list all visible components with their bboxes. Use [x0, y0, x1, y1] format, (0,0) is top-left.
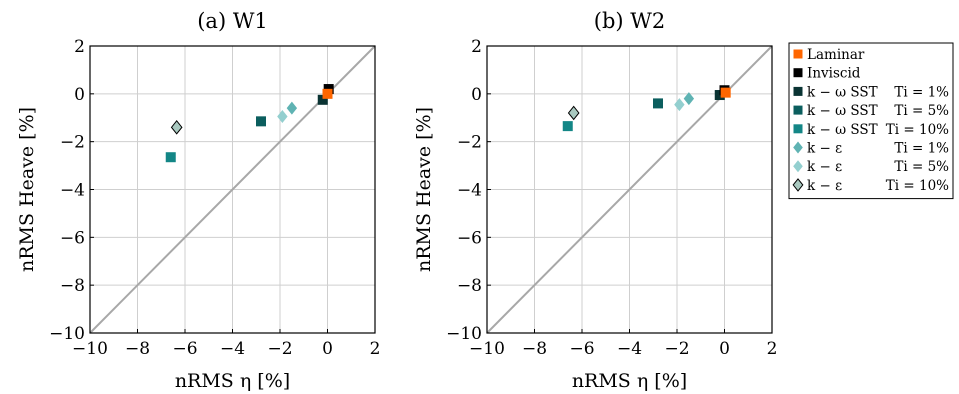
x-tick-label: 0 [719, 339, 730, 359]
legend-label-ti: Ti = 10% [886, 178, 949, 194]
data-point-ke-10 [170, 120, 183, 135]
data-point-ke-5 [674, 98, 685, 112]
legend-marker [793, 49, 803, 59]
y-tick-label: −10 [446, 324, 482, 344]
y-tick-label: 2 [74, 37, 85, 57]
data-point-ke-1 [683, 92, 695, 106]
legend-label-ti: Ti = 5% [894, 103, 949, 119]
chart-title: (a) W1 [197, 9, 268, 33]
legend-label: k − ω SST [807, 122, 878, 138]
legend-label: Inviscid [807, 66, 861, 82]
legend-marker [793, 105, 803, 115]
y-tick-label: −2 [60, 133, 85, 153]
legend-marker [793, 141, 803, 154]
x-tick-label: −2 [267, 339, 292, 359]
legend-label: k − ε [807, 159, 842, 175]
x-tick-label: −4 [617, 339, 642, 359]
y-axis-label: nRMS Heave [%] [16, 107, 38, 272]
y-tick-label: −8 [60, 276, 85, 296]
data-point-ke-1 [286, 101, 298, 115]
y-tick-label: −6 [457, 228, 482, 248]
y-axis-label: nRMS Heave [%] [413, 107, 435, 272]
x-tick-label: 0 [322, 339, 333, 359]
legend-marker [793, 68, 803, 78]
legend-marker [793, 124, 803, 134]
x-tick-label: −6 [172, 339, 197, 359]
data-point-kw-10 [562, 121, 573, 132]
legend-label-ti: Ti = 5% [894, 159, 949, 175]
panel-w1: −10 −8 −6 −4 −2 0 2 2 0 −2 −4 −6 −8 −10 (a) W1 nRMS η [… [16, 9, 380, 392]
y-tick-label: −2 [457, 133, 482, 153]
data-point-ke-10 [567, 105, 580, 121]
x-tick-label: 2 [370, 339, 381, 359]
legend-marker [793, 160, 803, 173]
legend-box [788, 42, 954, 200]
x-axis-label: nRMS η [%] [572, 370, 687, 392]
y-tick-label: −4 [60, 181, 85, 201]
x-tick-label: −8 [125, 339, 150, 359]
data-point-ke-5 [277, 110, 288, 124]
legend-label-ti: Ti = 10% [886, 122, 949, 138]
data-point-laminar [720, 87, 731, 98]
x-tick-label: −8 [522, 339, 547, 359]
panel-w2: −10 −8 −6 −4 −2 0 2 2 0 −2 −4 −6 −8 −10 (b) W2 nRMS η [… [413, 9, 777, 392]
x-tick-label: −2 [664, 339, 689, 359]
legend-label: Laminar [807, 47, 865, 63]
y-tick-label: −6 [60, 228, 85, 248]
legend-label-ti: Ti = 1% [894, 141, 949, 157]
data-point-kw-5 [653, 98, 663, 109]
data-point-kw-5 [256, 116, 266, 127]
y-tick-label: 0 [471, 85, 482, 105]
y-tick-label: 2 [471, 37, 482, 57]
data-point-kw-1 [317, 94, 328, 105]
y-tick-label: −10 [49, 324, 85, 344]
x-tick-label: −4 [220, 339, 245, 359]
x-tick-label: −10 [72, 339, 108, 359]
legend-label: k − ω SST [807, 103, 878, 119]
y-tick-label: −4 [457, 181, 482, 201]
y-tick-label: −8 [457, 276, 482, 296]
chart-title: (b) W2 [594, 9, 665, 33]
legend-label: k − ω SST [807, 84, 878, 100]
legend: Laminar Inviscid k − ω SST Ti = 1% k − ω SST… [788, 42, 954, 200]
y-tick-label: 0 [74, 85, 85, 105]
data-point-kw-10 [165, 152, 176, 163]
data-point-laminar [322, 88, 333, 99]
x-tick-label: −6 [569, 339, 594, 359]
x-tick-label: −10 [469, 339, 505, 359]
legend-label: k − ε [807, 141, 842, 157]
legend-marker [793, 86, 803, 96]
x-tick-label: 2 [767, 339, 778, 359]
legend-label: k − ε [807, 178, 842, 194]
legend-label-ti: Ti = 1% [894, 84, 949, 100]
x-axis-label: nRMS η [%] [175, 370, 290, 392]
legend-marker [792, 178, 804, 192]
